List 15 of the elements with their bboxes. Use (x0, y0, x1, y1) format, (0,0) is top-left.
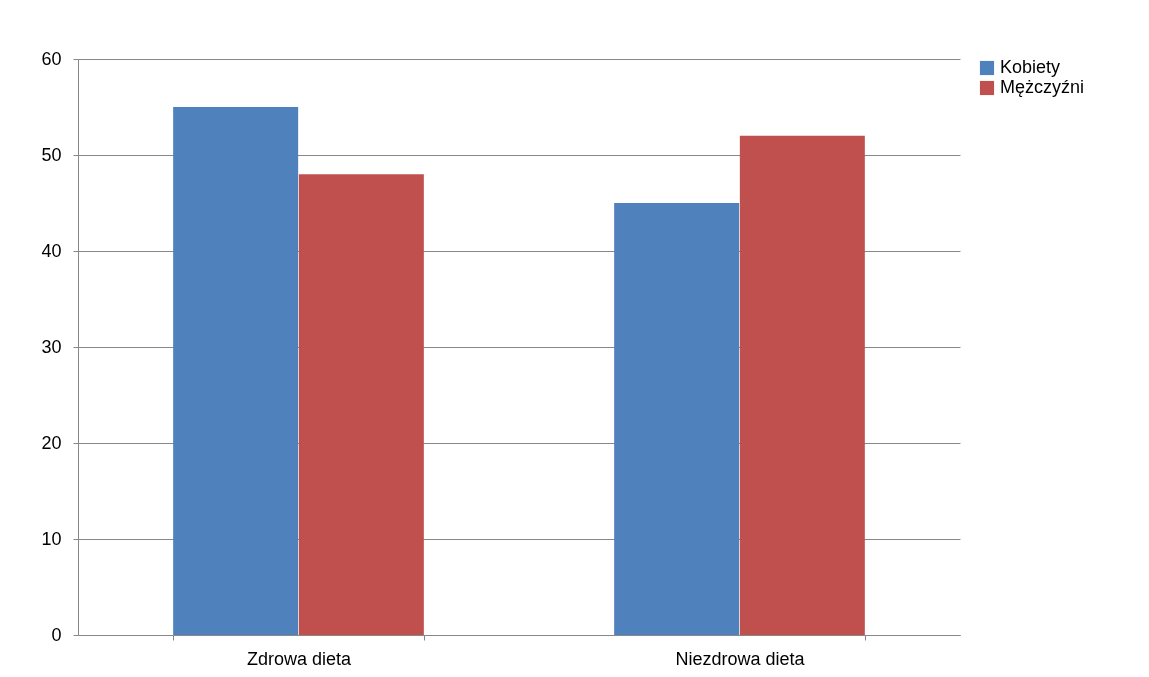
x-tick-label: Zdrowa dieta (246, 648, 353, 669)
bar (614, 203, 740, 635)
y-tick-label: 20 (41, 432, 62, 453)
legend-label: Mężczyźni (1000, 77, 1085, 97)
y-tick-label: 30 (41, 336, 62, 357)
legend-label: Kobiety (1000, 57, 1061, 77)
x-tick-label: Niezdrowa dieta (675, 648, 806, 669)
y-tick-label: 40 (41, 240, 62, 261)
bar (739, 135, 865, 635)
y-tick-label: 50 (41, 144, 62, 165)
bar (298, 174, 424, 635)
y-tick-label: 60 (41, 48, 62, 69)
bar (173, 107, 299, 635)
y-tick-label: 10 (41, 528, 62, 549)
y-tick-label: 0 (51, 624, 62, 645)
